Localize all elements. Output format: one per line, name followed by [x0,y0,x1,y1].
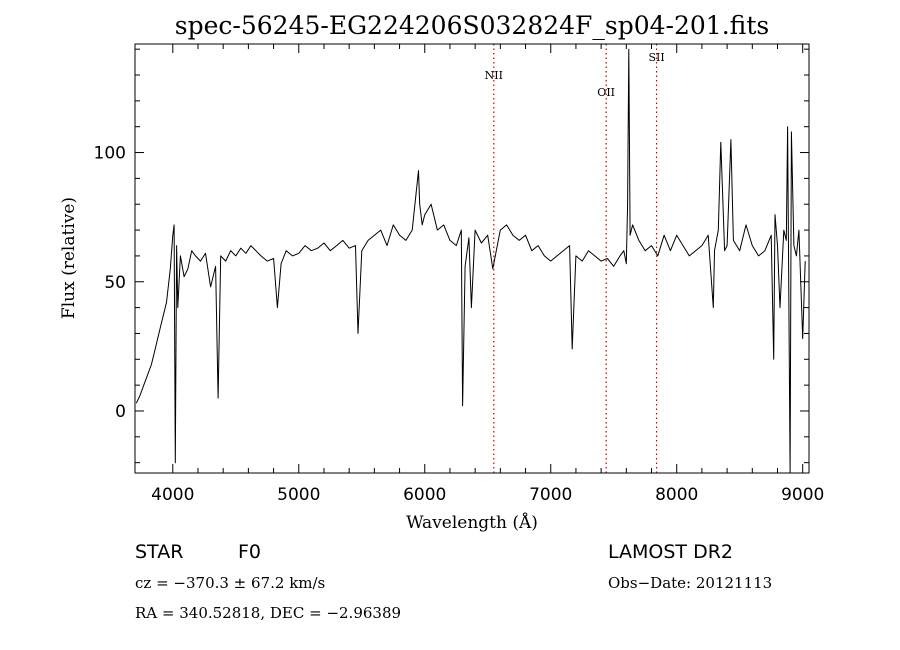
x-tick-label: 5000 [277,485,320,505]
y-tick-label: 100 [94,144,126,164]
y-axis-label: Flux (relative) [59,197,79,319]
obs-date: Obs−Date: 20121113 [608,574,773,592]
x-tick-label: 8000 [655,485,698,505]
y-tick-label: 0 [115,402,126,422]
x-tick-label: 7000 [529,485,572,505]
emission-line-label: SII [648,51,664,64]
chart-title: spec-56245-EG224206S032824F_sp04-201.fit… [175,11,769,40]
x-axis-label: Wavelength (Å) [406,512,538,533]
x-tick-label: 9000 [781,485,824,505]
survey-name: LAMOST DR2 [608,541,733,563]
redshift-velocity: cz = −370.3 ± 67.2 km/s [135,574,326,592]
x-tick-label: 6000 [403,485,446,505]
ra-dec-coordinates: RA = 340.52818, DEC = −2.96389 [135,604,402,622]
emission-line-label: OII [597,86,615,99]
spectrum-line [135,48,806,474]
spectral-subclass: F0 [238,541,262,563]
x-tick-label: 4000 [151,485,194,505]
object-class: STAR [135,541,184,563]
plot-frame [134,43,810,474]
y-tick-label: 50 [104,273,126,293]
emission-line-label: NII [485,69,503,82]
